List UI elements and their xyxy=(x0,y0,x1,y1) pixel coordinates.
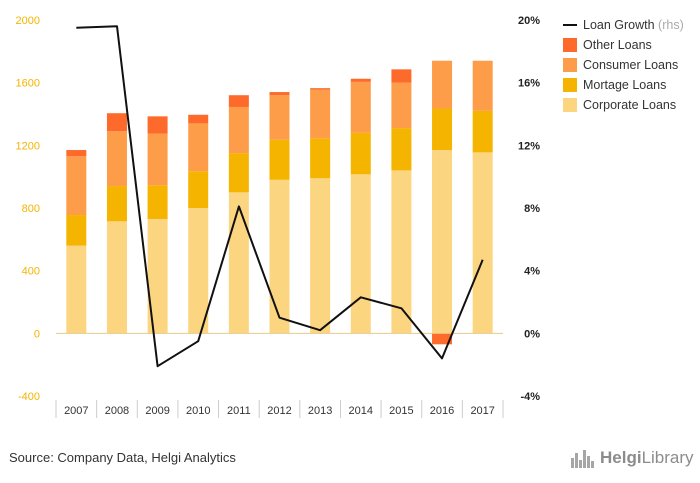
right-tick-label: 20% xyxy=(518,15,540,27)
bar-other-loans-2014 xyxy=(350,78,371,82)
x-tick-label: 2013 xyxy=(308,405,332,417)
bar-corporate-loans-2011 xyxy=(228,192,249,334)
x-tick-label: 2012 xyxy=(267,405,291,417)
bars-layer xyxy=(66,60,493,345)
bar-consumer-loans-2007 xyxy=(66,156,87,216)
left-tick-label: 2000 xyxy=(16,15,40,27)
right-tick-label: 0% xyxy=(524,328,540,340)
bar-other-loans-2012 xyxy=(269,92,290,96)
legend-label-consumer-loans: Consumer Loans xyxy=(583,58,678,72)
bar-other-loans-2008 xyxy=(106,113,127,132)
legend-label-corporate-loans: Corporate Loans xyxy=(583,98,676,112)
bar-mortage-loans-2012 xyxy=(269,139,290,180)
legend-swatch-consumer-loans xyxy=(563,58,577,72)
logo-text-library: Library xyxy=(641,448,694,467)
left-tick-label: 1200 xyxy=(16,140,40,152)
bar-mortage-loans-2011 xyxy=(228,153,249,193)
legend-label-other-loans: Other Loans xyxy=(583,38,652,52)
left-tick-label: 0 xyxy=(34,328,40,340)
legend-label-loan-growth: Loan Growth (rhs) xyxy=(583,18,684,32)
bar-mortage-loans-2007 xyxy=(66,215,87,246)
left-tick-label: 400 xyxy=(22,266,40,278)
x-tick-label: 2015 xyxy=(389,405,413,417)
right-tick-label: -4% xyxy=(520,391,540,403)
bar-mortage-loans-2008 xyxy=(106,186,127,222)
legend: Loan Growth (rhs) Other Loans Consumer Loa… xyxy=(563,18,684,112)
city-skyline-icon xyxy=(571,450,594,468)
bar-consumer-loans-2010 xyxy=(188,123,209,172)
x-tick-label: 2008 xyxy=(105,405,129,417)
legend-swatch-corporate-loans xyxy=(563,98,577,112)
bar-corporate-loans-2016 xyxy=(432,150,453,334)
loan-growth-line xyxy=(76,25,484,368)
bar-other-loans-2007 xyxy=(66,150,87,157)
bar-other-loans-2013 xyxy=(310,88,331,90)
bar-consumer-loans-2009 xyxy=(147,133,168,186)
bar-mortage-loans-2016 xyxy=(432,108,453,151)
bar-other-loans-2011 xyxy=(228,95,249,107)
x-tick-label: 2016 xyxy=(430,405,454,417)
bar-consumer-loans-2008 xyxy=(106,131,127,187)
x-axis: 2007 2008 2009 2010 2011 2012 2013 2014 2015 2016… xyxy=(55,400,504,418)
x-tick-label: 2010 xyxy=(186,405,210,417)
legend-label-mortage-loans: Mortage Loans xyxy=(583,78,666,92)
bar-corporate-loans-2015 xyxy=(391,170,412,334)
helgi-library-logo: Helgi Library xyxy=(570,448,694,468)
bar-mortage-loans-2015 xyxy=(391,128,412,171)
left-tick-label: 800 xyxy=(22,203,40,215)
bar-mortage-loans-2017 xyxy=(472,110,493,153)
bar-mortage-loans-2014 xyxy=(350,132,371,175)
bar-corporate-loans-2014 xyxy=(350,174,371,334)
bar-consumer-loans-2014 xyxy=(350,81,371,133)
bar-mortage-loans-2013 xyxy=(310,138,331,179)
bar-other-loans-2010 xyxy=(188,114,209,124)
bar-mortage-loans-2010 xyxy=(188,171,209,208)
loan-growth-layer xyxy=(76,25,484,368)
x-tick-label: 2007 xyxy=(64,405,88,417)
bar-corporate-loans-2013 xyxy=(310,178,331,334)
bar-consumer-loans-2013 xyxy=(310,89,331,139)
bar-consumer-loans-2015 xyxy=(391,82,412,129)
bar-corporate-loans-2007 xyxy=(66,245,87,334)
right-tick-label: 4% xyxy=(524,266,540,278)
right-axis-ticks: -4% 0% 4% 8% 12% 16% 20% xyxy=(518,15,540,403)
source-note: Source: Company Data, Helgi Analytics xyxy=(9,450,236,465)
x-tick-label: 2009 xyxy=(145,405,169,417)
x-tick-label: 2017 xyxy=(470,405,494,417)
bar-corporate-loans-2010 xyxy=(188,208,209,334)
right-tick-label: 12% xyxy=(518,140,540,152)
left-axis-ticks: -400 0 400 800 1200 1600 2000 xyxy=(16,15,40,403)
legend-swatch-other-loans xyxy=(563,38,577,52)
bar-other-loans-2009 xyxy=(147,116,168,134)
bar-corporate-loans-2012 xyxy=(269,179,290,334)
bar-corporate-loans-2008 xyxy=(106,221,127,334)
legend-swatch-mortage-loans xyxy=(563,78,577,92)
x-tick-label: 2011 xyxy=(227,405,251,417)
logo-text-helgi: Helgi xyxy=(600,448,642,467)
right-tick-label: 16% xyxy=(518,78,540,90)
right-tick-label: 8% xyxy=(524,203,540,215)
bar-other-loans-2016 xyxy=(432,333,453,345)
bar-consumer-loans-2011 xyxy=(228,106,249,154)
bar-consumer-loans-2016 xyxy=(432,60,453,109)
bar-consumer-loans-2012 xyxy=(269,95,290,140)
bar-consumer-loans-2017 xyxy=(472,60,493,111)
bar-corporate-loans-2009 xyxy=(147,218,168,334)
bar-corporate-loans-2017 xyxy=(472,152,493,334)
bar-other-loans-2015 xyxy=(391,69,412,83)
left-tick-label: 1600 xyxy=(16,78,40,90)
bar-mortage-loans-2009 xyxy=(147,185,168,219)
x-tick-label: 2014 xyxy=(349,405,373,417)
left-tick-label: -400 xyxy=(18,391,40,403)
